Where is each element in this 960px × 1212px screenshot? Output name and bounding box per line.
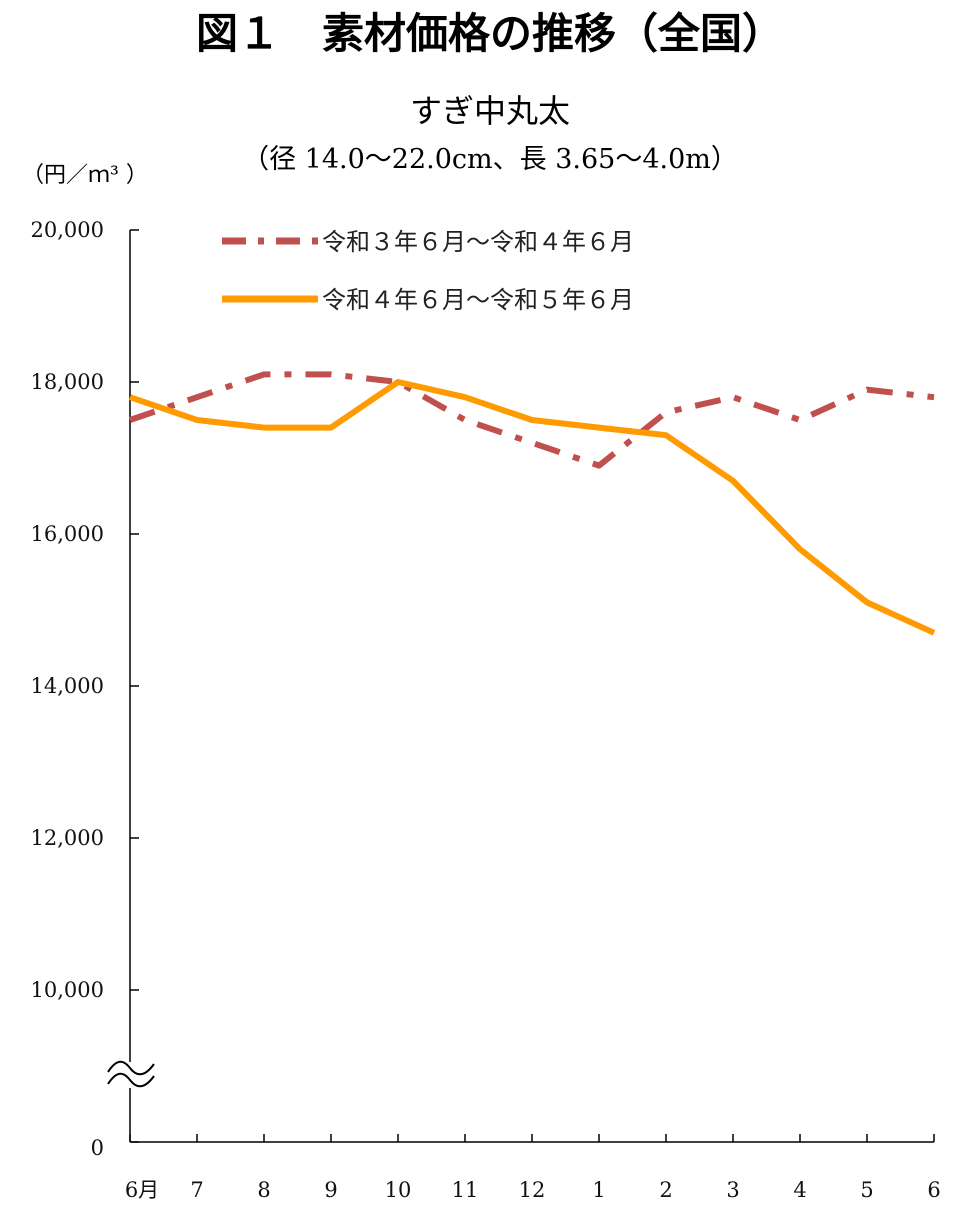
y-tick-label: 14,000 xyxy=(31,674,104,698)
chart-subtitle: すぎ中丸太 xyxy=(410,92,570,130)
x-tick-label: 5 xyxy=(860,1178,873,1202)
y-ticks: 20,000 18,000 16,000 14,000 12,000 10,000 0 xyxy=(31,218,139,1160)
x-tick-label: 1 xyxy=(592,1178,605,1202)
x-tick-label: 4 xyxy=(793,1178,806,1202)
legend-label-series-2: 令和４年６月～令和５年６月 xyxy=(322,286,634,314)
y-tick-label: 0 xyxy=(91,1136,104,1160)
axis-break-mark xyxy=(107,1060,155,1088)
y-tick-label: 20,000 xyxy=(31,218,104,242)
y-tick-label: 16,000 xyxy=(31,522,104,546)
series-line-2 xyxy=(129,379,936,636)
x-ticks: 6月 7 8 9 10 11 12 1 2 3 4 5 6 xyxy=(125,1134,941,1202)
x-tick-label: 10 xyxy=(385,1178,412,1202)
x-tick-label: 6 xyxy=(927,1178,940,1202)
y-tick-label: 12,000 xyxy=(31,826,104,850)
axes xyxy=(107,230,934,1143)
series-lines xyxy=(129,371,936,636)
x-tick-label: 6月 xyxy=(125,1178,159,1202)
legend: 令和３年６月～令和４年６月 令和４年６月～令和５年６月 xyxy=(222,228,634,314)
chart-spec: （径 14.0～22.0cm、長 3.65～4.0m） xyxy=(242,144,738,175)
x-tick-label: 8 xyxy=(257,1178,270,1202)
x-tick-label: 11 xyxy=(452,1178,479,1202)
x-tick-label: 7 xyxy=(190,1178,203,1202)
y-axis-unit-label: （円／ｍ³ ） xyxy=(22,163,148,188)
x-tick-label: 12 xyxy=(519,1178,546,1202)
y-tick-label: 18,000 xyxy=(31,370,104,394)
x-tick-label: 3 xyxy=(726,1178,739,1202)
x-tick-label: 2 xyxy=(659,1178,672,1202)
x-tick-label: 9 xyxy=(324,1178,337,1202)
chart-title: 図１ 素材価格の推移（全国） xyxy=(196,9,784,58)
y-tick-label: 10,000 xyxy=(31,978,104,1002)
legend-label-series-1: 令和３年６月～令和４年６月 xyxy=(322,228,634,256)
